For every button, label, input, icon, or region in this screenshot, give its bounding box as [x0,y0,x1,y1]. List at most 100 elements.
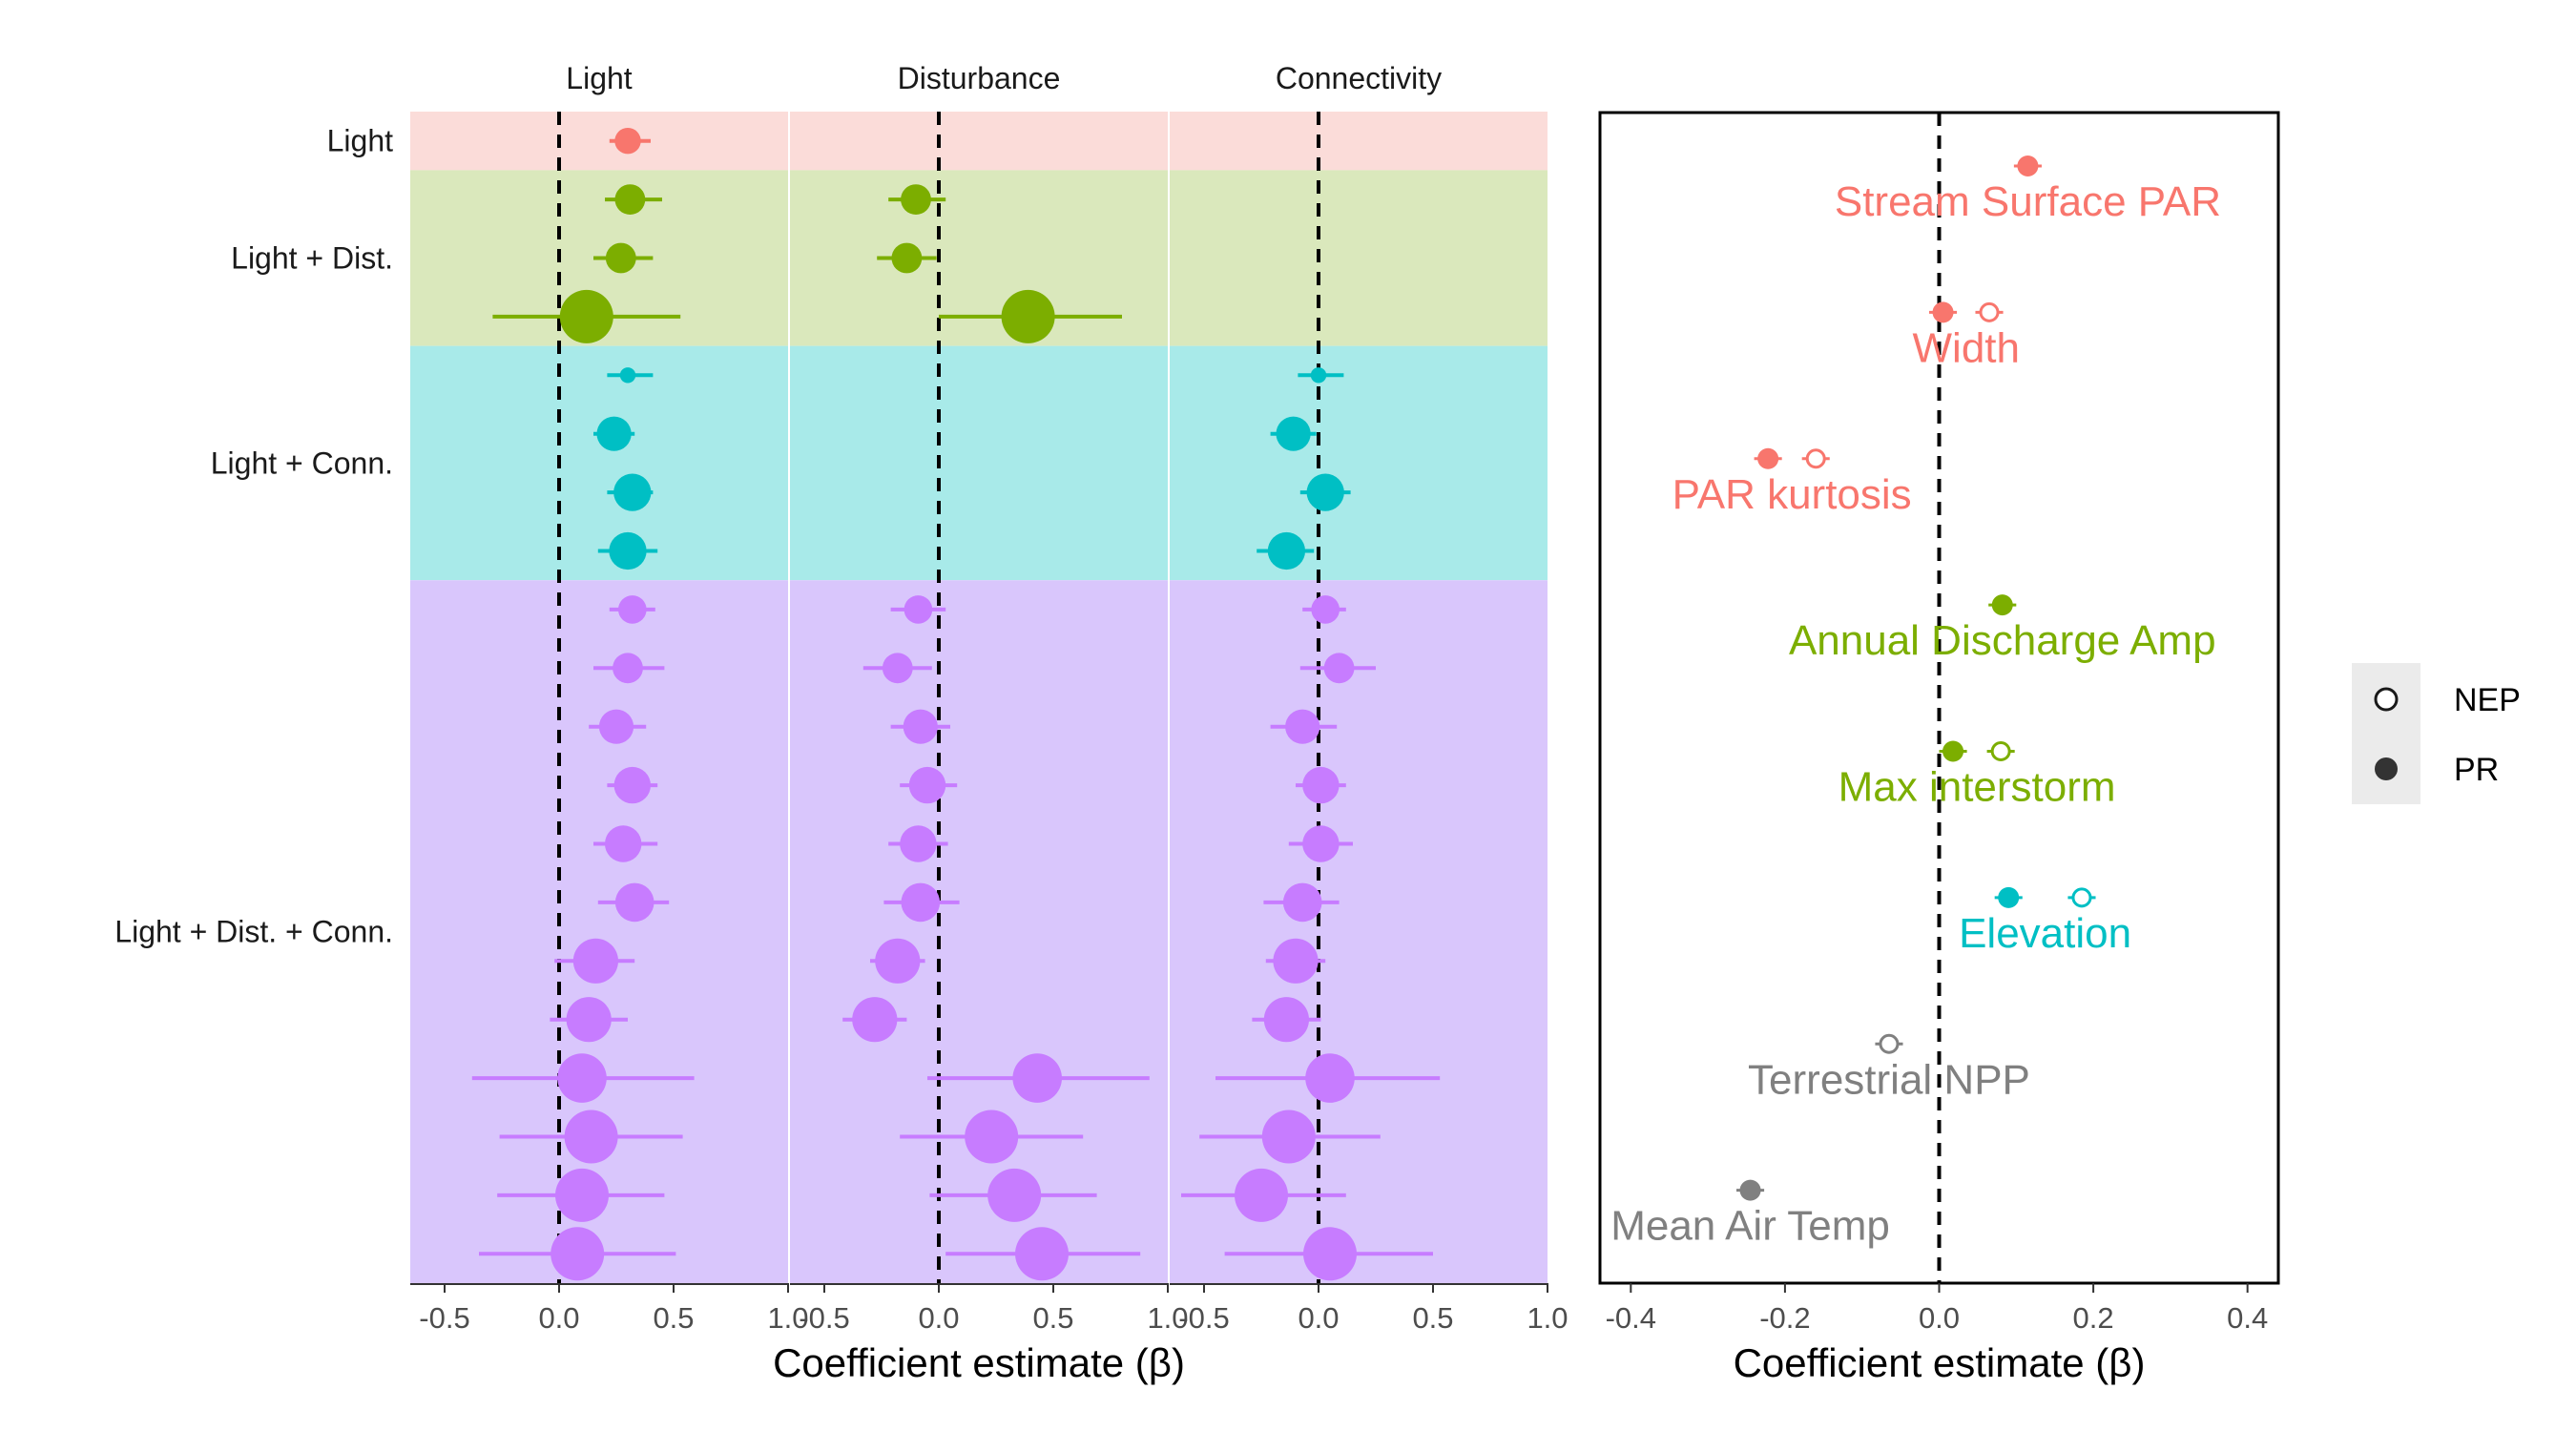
point-estimate [1015,1227,1069,1281]
group-band [410,112,788,171]
variable-label: Annual Discharge Amp [1789,617,2216,664]
variable-label: Stream Surface PAR [1835,178,2221,225]
point-estimate [1267,531,1306,570]
legend: NEP PR [2352,663,2521,804]
legend-label: NEP [2454,682,2521,718]
point-estimate [1263,997,1309,1043]
point-estimate [566,997,612,1043]
x-tick-label: 1.0 [1147,1301,1188,1335]
variable-label: Max interstorm [1839,764,2116,811]
right-forest-plot: -0.4 -0.2 0.0 0.2 0.4 Coefficient estimate (β… [1598,111,2280,1385]
point-estimate [613,653,643,684]
x-tick-label: 1.0 [1527,1301,1568,1335]
pr-point [1942,740,1964,762]
point-estimate [1273,938,1319,984]
point-estimate [551,1227,605,1281]
point-estimate [572,938,619,984]
group-band [1170,112,1548,171]
point-estimate [875,938,921,984]
point-estimate [605,242,636,274]
point-estimate [1310,367,1327,384]
point-estimate [1012,1053,1062,1103]
legend-label: PR [2454,752,2499,788]
point-estimate [1302,825,1340,862]
point-estimate [901,882,941,923]
point-estimate [555,1168,609,1222]
point-estimate [1285,709,1320,744]
point-estimate [1311,595,1340,624]
point-estimate [1001,289,1055,343]
group-label: Light + Dist. + Conn. [114,915,393,949]
pr-point [1991,594,2013,616]
point-estimate [987,1168,1042,1222]
group-band [1170,170,1548,346]
point-estimate [613,473,652,511]
panel-title: Disturbance [898,61,1061,95]
point-estimate [1306,473,1344,511]
group-band [1170,580,1548,1283]
point-estimate [1323,653,1355,684]
x-tick-label: 0.0 [918,1301,959,1335]
point-estimate [891,242,923,274]
pr-point [1739,1179,1761,1201]
group-label: Light [327,124,394,158]
x-tick-label: 0.0 [1919,1301,1960,1335]
point-estimate [614,184,646,216]
nep-point [1805,448,1826,469]
x-tick-label: 0.4 [2227,1301,2268,1335]
point-estimate [1303,1227,1357,1281]
nep-point [1979,301,2000,322]
group-label: Light + Dist. [231,241,393,276]
point-estimate [605,825,642,862]
group-band [410,345,788,581]
x-tick-label: 0.0 [538,1301,579,1335]
pr-point [1998,886,2020,908]
x-tick-label: 0.5 [653,1301,694,1335]
point-estimate [557,1053,607,1103]
group-band [790,170,1168,346]
variable-label: PAR kurtosis [1672,471,1912,518]
x-tick-label: -0.2 [1759,1301,1810,1335]
point-estimate [619,367,636,384]
point-estimate [1282,882,1322,923]
point-estimate [609,531,647,570]
x-axis-title: Coefficient estimate (β) [773,1340,1185,1385]
point-estimate [559,289,613,343]
point-estimate [614,128,641,155]
point-estimate [1305,1053,1355,1103]
point-estimate [903,709,938,744]
point-estimate [1276,416,1311,451]
point-estimate [618,595,647,624]
point-estimate [882,653,913,684]
left-forest-plot: Light Light + Dist. Light + Conn. Light + D… [114,61,1568,1385]
variable-label: Width [1913,324,2020,371]
pr-point [2017,156,2039,176]
legend-pr-symbol [2375,757,2398,780]
x-tick-label: 0.5 [1412,1301,1453,1335]
nep-point [2071,887,2092,908]
group-band [790,112,1168,171]
legend-nep-symbol [2374,687,2399,712]
point-estimate [1261,1110,1316,1164]
x-tick-label: -0.5 [419,1301,469,1335]
point-estimate [908,766,946,804]
point-estimate [1302,766,1340,804]
point-estimate [613,766,651,804]
panel-title: Connectivity [1276,61,1442,95]
panel-title: Light [566,61,633,95]
group-band [410,580,788,1283]
x-tick-label: -0.5 [1178,1301,1229,1335]
pr-point [1932,301,1954,323]
x-tick-label: -0.5 [799,1301,849,1335]
x-tick-label: 1.0 [767,1301,808,1335]
point-estimate [598,709,634,744]
group-band [790,345,1168,581]
point-estimate [900,825,937,862]
nep-point [1879,1033,1900,1054]
variable-label: Elevation [1959,910,2131,957]
legend-key-background [2352,663,2420,804]
variable-label: Terrestrial NPP [1748,1056,2030,1103]
group-label: Light + Conn. [211,446,393,480]
variable-label: Mean Air Temp [1610,1203,1890,1250]
